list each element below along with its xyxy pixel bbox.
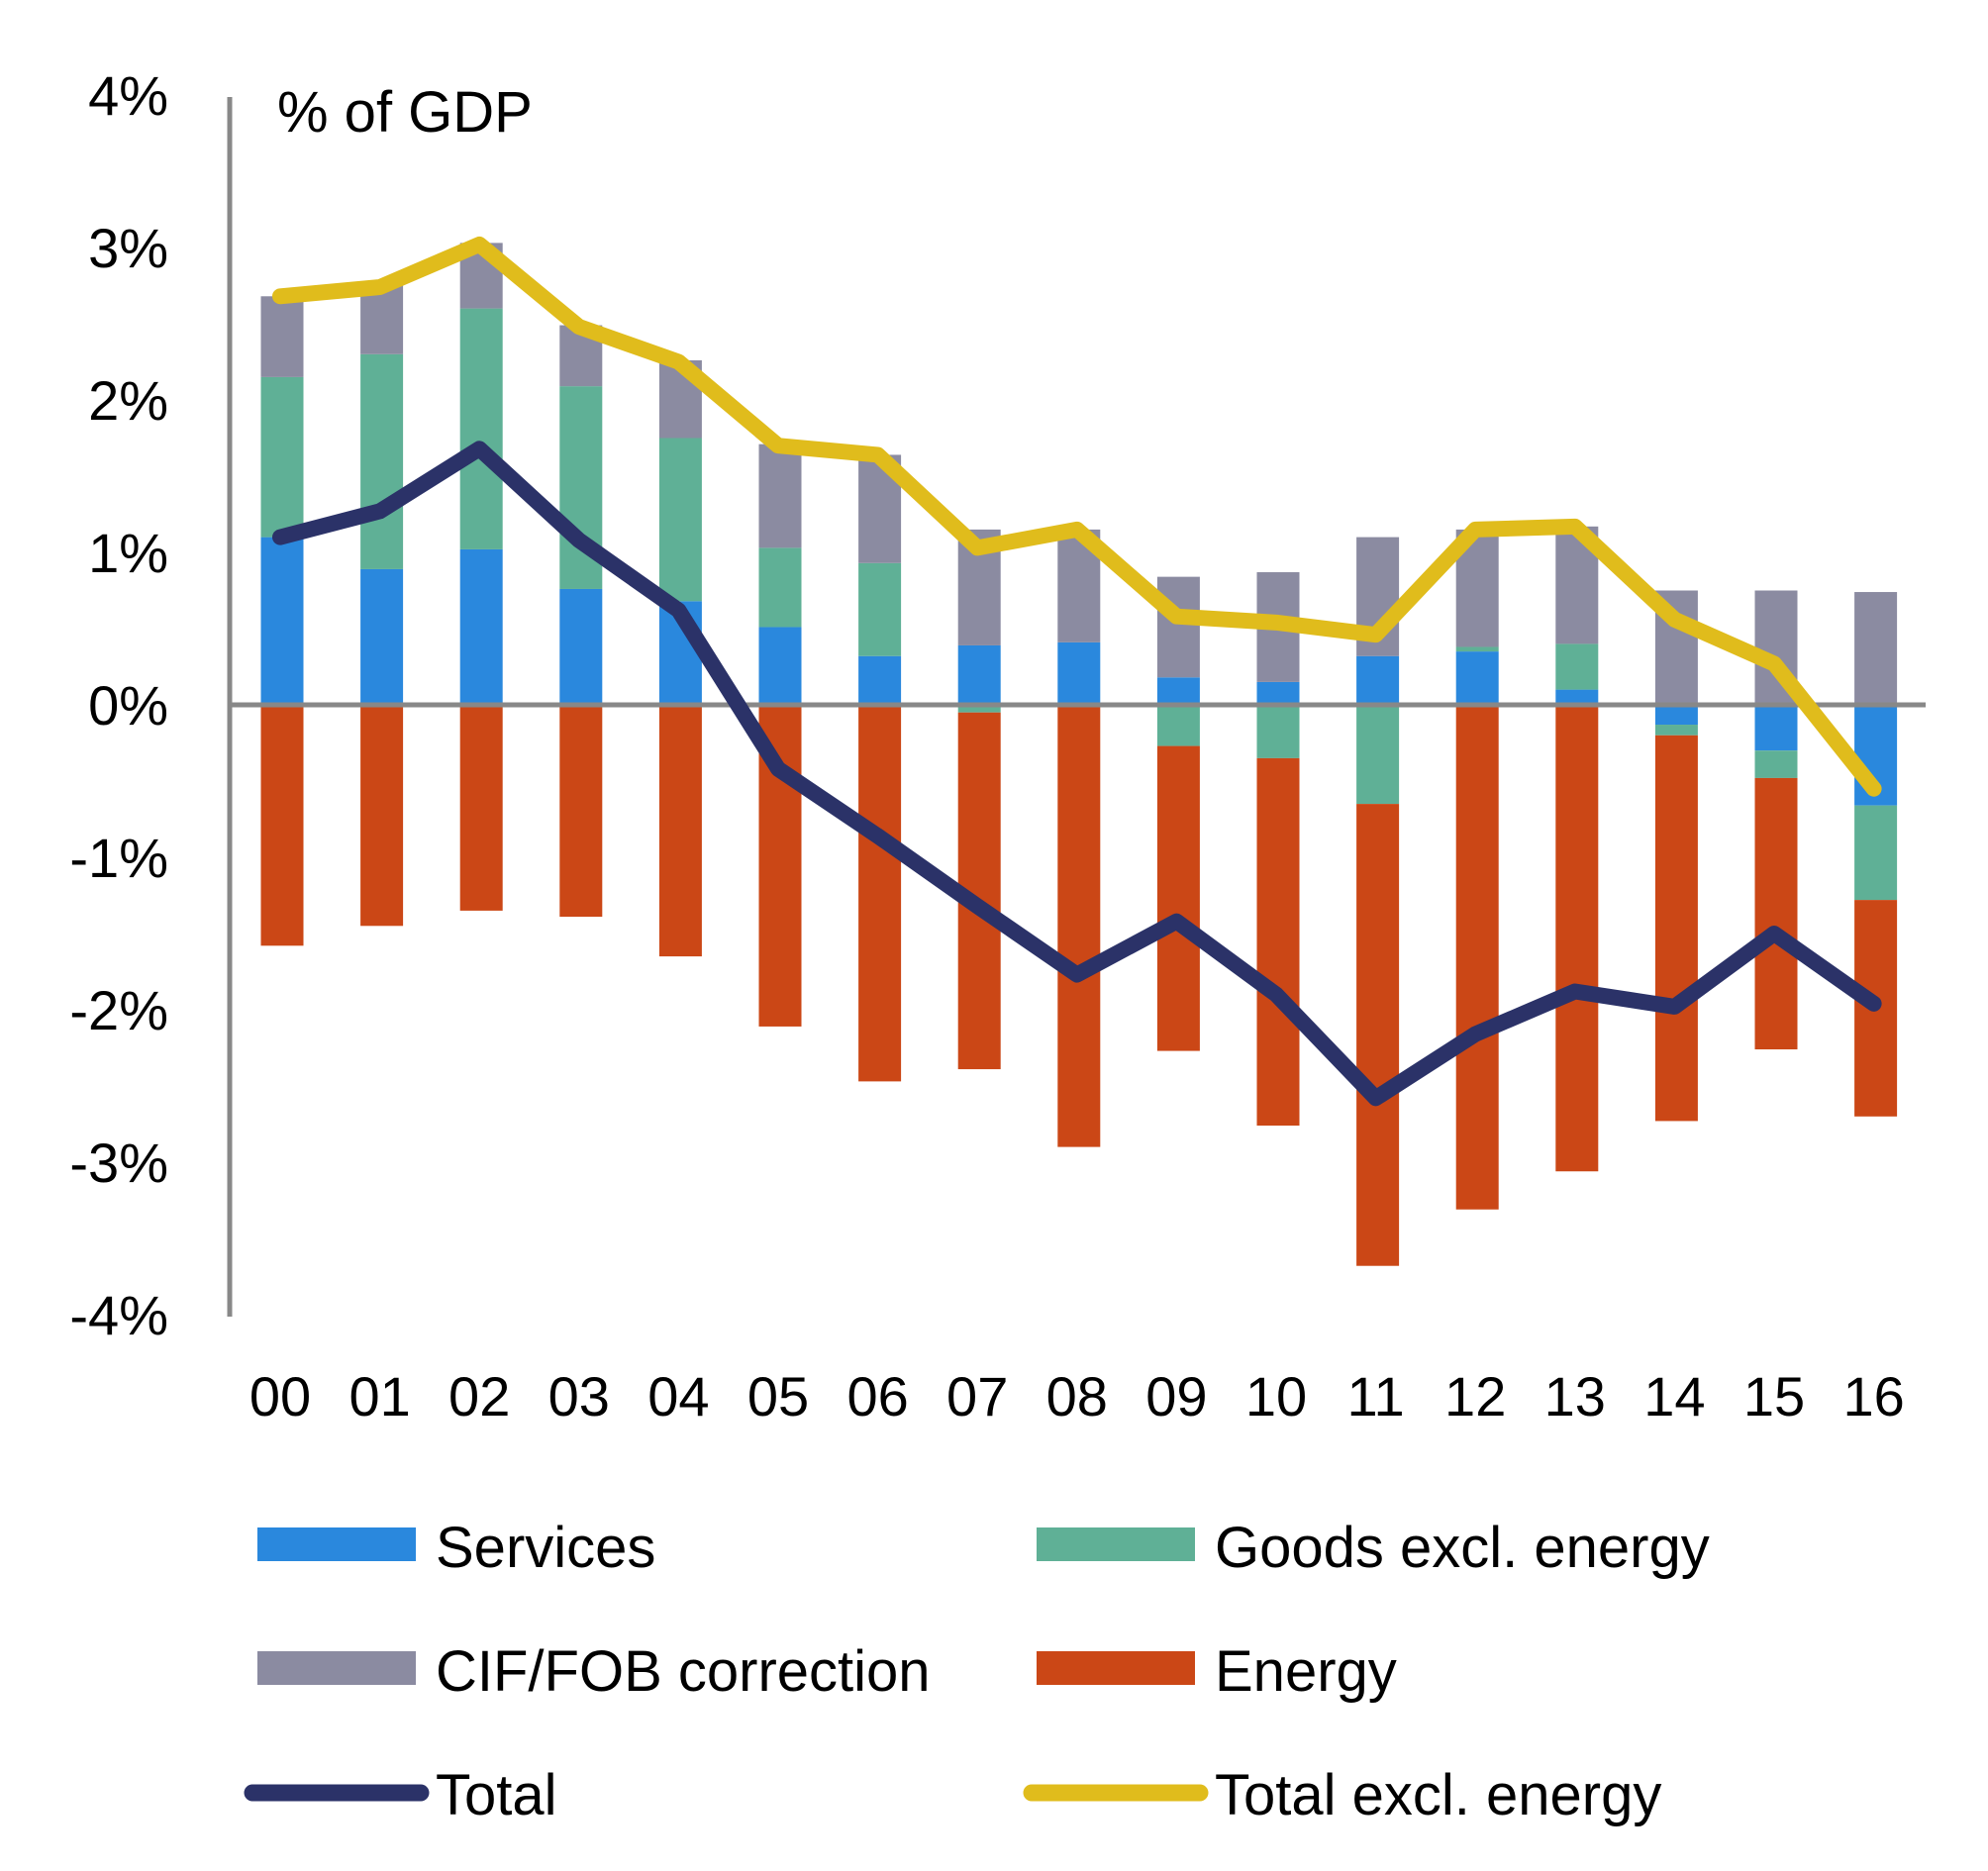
x-tick-label: 06: [846, 1365, 908, 1428]
bar-services-12: [1455, 651, 1499, 705]
bar-goods-excl-energy-07: [957, 705, 1001, 713]
bar-energy-14: [1654, 735, 1698, 1122]
y-tick-label: 1%: [88, 522, 168, 584]
legend-item-energy: Energy: [1037, 1639, 1397, 1704]
bar-cif-fob-correction-00: [260, 296, 304, 377]
x-tick-label: 04: [647, 1365, 709, 1428]
y-tick-label: -4%: [69, 1284, 168, 1346]
bar-energy-10: [1256, 757, 1300, 1127]
bar-cif-fob-correction-16: [1854, 592, 1898, 705]
bar-cif-fob-correction-09: [1156, 576, 1200, 678]
x-tick-label: 03: [548, 1365, 610, 1428]
legend-swatch-goods-excl-energy: [1037, 1527, 1195, 1561]
x-tick-label: 10: [1245, 1365, 1307, 1428]
legend-label-goods-excl-energy: Goods excl. energy: [1215, 1516, 1710, 1580]
legend: Services Goods excl. energy CIF/FOB correc…: [244, 1516, 1710, 1827]
y-tick-label: 2%: [88, 369, 168, 432]
bar-services-10: [1256, 681, 1300, 705]
legend-label-total: Total: [436, 1763, 557, 1827]
x-tick-label: 15: [1743, 1365, 1805, 1428]
bar-services-06: [858, 655, 902, 705]
bar-energy-11: [1356, 804, 1400, 1266]
x-tick-labels: 00 01 02 03 04 05 06 07 08 09 10 11 12 13 14 15 16: [249, 1365, 1905, 1428]
bars-layer: [260, 243, 1898, 1266]
bar-energy-13: [1555, 705, 1599, 1172]
bar-goods-excl-energy-02: [459, 308, 503, 549]
x-tick-label: 09: [1145, 1365, 1207, 1428]
x-tick-label: 13: [1544, 1365, 1606, 1428]
bar-services-08: [1057, 641, 1101, 705]
x-tick-label: 02: [448, 1365, 510, 1428]
bar-services-14: [1654, 705, 1698, 726]
x-tick-label: 14: [1643, 1365, 1705, 1428]
x-tick-label: 12: [1444, 1365, 1506, 1428]
bar-services-13: [1555, 689, 1599, 705]
bar-goods-excl-energy-14: [1654, 725, 1698, 736]
bar-services-05: [758, 627, 802, 705]
bar-services-02: [459, 548, 503, 705]
bar-energy-04: [658, 705, 702, 957]
y-tick-label: -2%: [69, 979, 168, 1041]
y-tick-label: 3%: [88, 217, 168, 279]
bar-goods-excl-energy-11: [1356, 705, 1400, 805]
bar-energy-12: [1455, 705, 1499, 1210]
bar-energy-01: [360, 705, 404, 927]
legend-item-total: Total: [244, 1763, 557, 1827]
bar-services-00: [260, 537, 304, 705]
bar-energy-15: [1754, 777, 1798, 1050]
legend-item-cif-fob-correction: CIF/FOB correction: [257, 1639, 931, 1704]
unit-label: % of GDP: [277, 80, 533, 145]
lines-layer: [272, 236, 1882, 1107]
legend-swatch-energy: [1037, 1651, 1195, 1685]
bar-cif-fob-correction-01: [360, 285, 404, 354]
bar-goods-excl-energy-12: [1455, 646, 1499, 652]
x-tick-label: 01: [348, 1365, 410, 1428]
bar-energy-00: [260, 705, 304, 946]
bar-energy-03: [559, 705, 603, 918]
legend-item-services: Services: [257, 1516, 655, 1580]
legend-label-total-excl-energy: Total excl. energy: [1215, 1763, 1661, 1827]
bar-energy-02: [459, 705, 503, 911]
y-tick-label: -3%: [69, 1132, 168, 1194]
bar-services-01: [360, 568, 404, 705]
x-tick-label: 16: [1842, 1365, 1904, 1428]
y-tick-label: -1%: [69, 827, 168, 889]
y-tick-labels: 4% 3% 2% 1% 0% -1% -2% -3% -4%: [69, 64, 168, 1346]
x-tick-label: 05: [747, 1365, 809, 1428]
bar-goods-excl-energy-09: [1156, 705, 1200, 746]
bar-services-11: [1356, 655, 1400, 705]
legend-label-services: Services: [436, 1516, 655, 1580]
y-tick-label: 4%: [88, 64, 168, 127]
bar-cif-fob-correction-05: [758, 443, 802, 548]
legend-label-cif-fob-correction: CIF/FOB correction: [436, 1639, 931, 1704]
bar-goods-excl-energy-01: [360, 353, 404, 569]
bar-services-07: [957, 644, 1001, 705]
x-tick-label: 00: [249, 1365, 311, 1428]
y-tick-label: 0%: [88, 674, 168, 737]
x-tick-label: 07: [946, 1365, 1008, 1428]
bar-energy-09: [1156, 745, 1200, 1051]
x-tick-label: 08: [1046, 1365, 1108, 1428]
bar-goods-excl-energy-13: [1555, 643, 1599, 690]
legend-item-total-excl-energy: Total excl. energy: [1023, 1763, 1661, 1827]
bar-services-03: [559, 588, 603, 705]
bar-energy-08: [1057, 705, 1101, 1147]
bar-goods-excl-energy-00: [260, 376, 304, 538]
bar-goods-excl-energy-05: [758, 547, 802, 628]
bar-goods-excl-energy-15: [1754, 750, 1798, 778]
legend-item-goods-excl-energy: Goods excl. energy: [1037, 1516, 1710, 1580]
bar-services-09: [1156, 677, 1200, 705]
legend-label-energy: Energy: [1215, 1639, 1397, 1704]
bar-goods-excl-energy-06: [858, 562, 902, 656]
bar-goods-excl-energy-04: [658, 438, 702, 602]
legend-swatch-cif-fob-correction: [257, 1651, 416, 1685]
bar-energy-06: [858, 705, 902, 1082]
bar-services-15: [1754, 705, 1798, 751]
bar-goods-excl-energy-16: [1854, 805, 1898, 901]
bar-goods-excl-energy-10: [1256, 705, 1300, 758]
x-tick-label: 11: [1347, 1365, 1405, 1428]
legend-swatch-services: [257, 1527, 416, 1561]
